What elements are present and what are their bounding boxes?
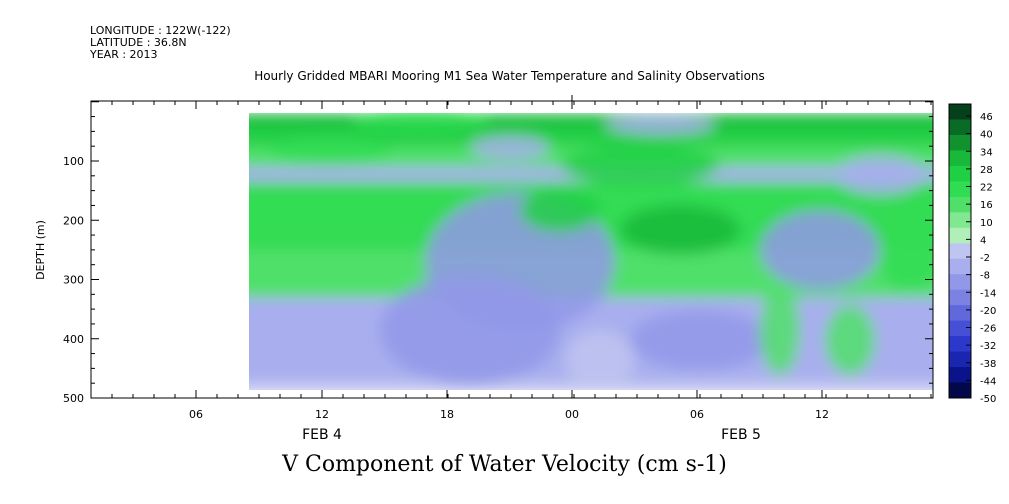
colorbar-swatch	[949, 289, 971, 306]
x-date-label: FEB 5	[721, 427, 761, 443]
colorbar-label: -44	[980, 376, 996, 387]
field-blob-7	[270, 136, 390, 164]
velocity-field	[249, 113, 933, 390]
band-0	[249, 113, 933, 127]
axes: 06 12 18 00 06 12 FEB 4 FEB 5 100 200 300 400 500 DEP…	[34, 95, 933, 443]
field-blob-1	[380, 275, 560, 385]
x-date-label: FEB 4	[302, 427, 342, 443]
y-tick-label: 300	[63, 274, 84, 287]
colorbar-label: -2	[980, 253, 990, 264]
colorbar-swatch	[949, 367, 971, 384]
field-blob-9	[825, 305, 875, 375]
field-bands	[249, 113, 933, 390]
field-blob-14	[565, 330, 635, 390]
y-tick-label: 500	[63, 392, 84, 405]
field-blob-12	[470, 136, 550, 160]
field-blob-3	[630, 310, 770, 370]
colorbar-swatch	[949, 119, 971, 136]
colorbar-label: -26	[980, 324, 996, 335]
field-blob-5	[560, 145, 720, 185]
y-tick-label: 100	[63, 155, 84, 168]
field-blob-13	[880, 240, 933, 290]
field-blob-10	[760, 285, 800, 375]
colorbar-swatch	[949, 351, 971, 368]
colorbar-swatch	[949, 134, 971, 151]
latitude-label: LATITUDE : 36.8N	[90, 36, 187, 49]
colorbar-swatch	[949, 227, 971, 244]
field-blob-15	[350, 113, 490, 130]
colorbar-swatch	[949, 243, 971, 260]
colorbar-swatch	[949, 274, 971, 291]
field-blob-6	[520, 188, 600, 232]
colorbar-label: -8	[980, 271, 990, 282]
band-1	[249, 125, 933, 148]
colorbar-swatch	[949, 382, 971, 399]
colorbar-swatch	[949, 336, 971, 353]
colorbar-label: 34	[980, 147, 993, 158]
y-axis-label: DEPTH (m)	[34, 220, 47, 280]
x-tick-label: 06	[189, 408, 203, 421]
colorbar-swatch	[949, 320, 971, 337]
colorbar-label: 22	[980, 183, 993, 194]
colorbar-swatch	[949, 212, 971, 229]
x-tick-label: 06	[690, 408, 704, 421]
longitude-label: LONGITUDE : 122W(-122)	[90, 24, 231, 37]
colorbar-label: -32	[980, 341, 996, 352]
field-blob-8	[835, 155, 925, 195]
x-tick-label: 12	[815, 408, 829, 421]
x-tick-label: 12	[315, 408, 329, 421]
colorbar-swatch	[949, 305, 971, 322]
colorbar-swatch	[949, 196, 971, 213]
y-tick-label: 200	[63, 214, 84, 227]
colorbar-label: -50	[980, 394, 996, 405]
chart-title: Hourly Gridded MBARI Mooring M1 Sea Wate…	[254, 69, 765, 83]
colorbar-label: 10	[980, 218, 993, 229]
colorbar-label: -14	[980, 288, 996, 299]
field-blob-2	[760, 210, 880, 290]
colorbar: 46 40 34 28 22 16 10 4 -2 -8 -14 -20 -26 -32 -38 -44 -50	[948, 103, 996, 405]
field-blob-4	[620, 205, 740, 255]
colorbar-label: -38	[980, 359, 996, 370]
colorbar-label: 46	[980, 112, 993, 123]
colorbar-swatch	[949, 258, 971, 275]
y-tick-label: 400	[63, 333, 84, 346]
colorbar-label: 40	[980, 130, 993, 141]
variable-title: V Component of Water Velocity (cm s-1)	[282, 452, 727, 477]
colorbar-label: 28	[980, 165, 993, 176]
colorbar-swatch	[949, 181, 971, 198]
colorbar-swatch	[949, 104, 971, 120]
colorbar-swatch	[949, 150, 971, 167]
colorbar-frame	[948, 103, 972, 399]
colorbar-swatch	[949, 165, 971, 182]
metadata-block: LONGITUDE : 122W(-122) LATITUDE : 36.8N …	[90, 25, 231, 61]
field-blob-11	[605, 115, 715, 135]
colorbar-label: 4	[980, 235, 986, 246]
colorbar-label: 16	[980, 200, 993, 211]
x-tick-label: 18	[440, 408, 454, 421]
colorbar-label: -20	[980, 306, 996, 317]
x-tick-label: 00	[565, 408, 579, 421]
year-label: YEAR : 2013	[90, 48, 158, 61]
